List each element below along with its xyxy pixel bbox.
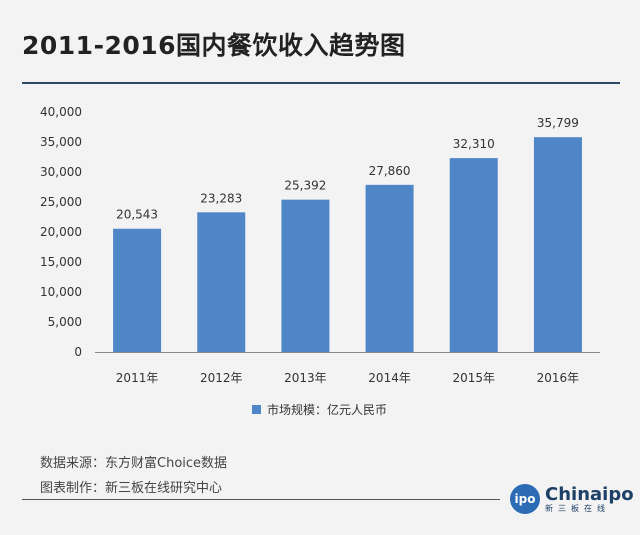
y-tick-label: 40,000 (40, 105, 82, 119)
footnotes: 数据来源：东方财富Choice数据 图表制作：新三板在线研究中心 (40, 451, 227, 501)
logo-text: Chinaipo 新三板在线 (545, 485, 634, 514)
bar (113, 228, 162, 352)
legend-label: 市场规模：亿元人民币 (267, 403, 388, 417)
logo-name: Chinaipo (545, 483, 634, 505)
bar-value-label: 20,543 (116, 208, 158, 222)
bar (197, 212, 246, 352)
legend-swatch (252, 405, 261, 414)
x-tick-label: 2014年 (368, 371, 411, 385)
x-tick-label: 2015年 (452, 371, 495, 385)
x-tick-label: 2012年 (200, 371, 243, 385)
y-tick-label: 35,000 (40, 135, 82, 149)
bar-value-label: 25,392 (284, 179, 326, 193)
bar-value-label: 27,860 (369, 164, 411, 178)
y-tick-label: 15,000 (40, 255, 82, 269)
source-note: 数据来源：东方财富Choice数据 (40, 456, 228, 471)
y-tick-label: 10,000 (40, 285, 82, 299)
bar-value-label: 35,799 (537, 116, 579, 130)
y-tick-label: 0 (74, 345, 82, 359)
bar (281, 199, 330, 352)
bar-value-label: 32,310 (453, 137, 495, 151)
x-tick-label: 2011年 (116, 371, 159, 385)
bar-value-label: 23,283 (200, 191, 242, 205)
bar-chart: 0 5,000 10,000 15,000 20,000 25,000 30,000 35,0… (40, 105, 600, 385)
title-divider (22, 82, 620, 84)
chinaipo-logo: ipo Chinaipo 新三板在线 (510, 484, 634, 514)
y-tick-label: 30,000 (40, 165, 82, 179)
y-tick-label: 20,000 (40, 225, 82, 239)
chart-legend: 市场规模：亿元人民币 (252, 401, 387, 418)
maker-note: 图表制作：新三板在线研究中心 (40, 481, 223, 496)
x-tick-label: 2013年 (284, 371, 327, 385)
y-tick-label: 25,000 (40, 195, 82, 209)
x-tick-label: 2016年 (537, 371, 580, 385)
chart-title: 2011-2016国内餐饮收入趋势图 (22, 31, 406, 60)
logo-badge-icon: ipo (510, 484, 540, 514)
bar (449, 158, 498, 352)
bar (365, 184, 414, 352)
y-tick-label: 5,000 (48, 315, 82, 329)
bar (533, 137, 582, 352)
footer-divider (22, 499, 500, 500)
logo-subtitle: 新三板在线 (545, 503, 610, 513)
